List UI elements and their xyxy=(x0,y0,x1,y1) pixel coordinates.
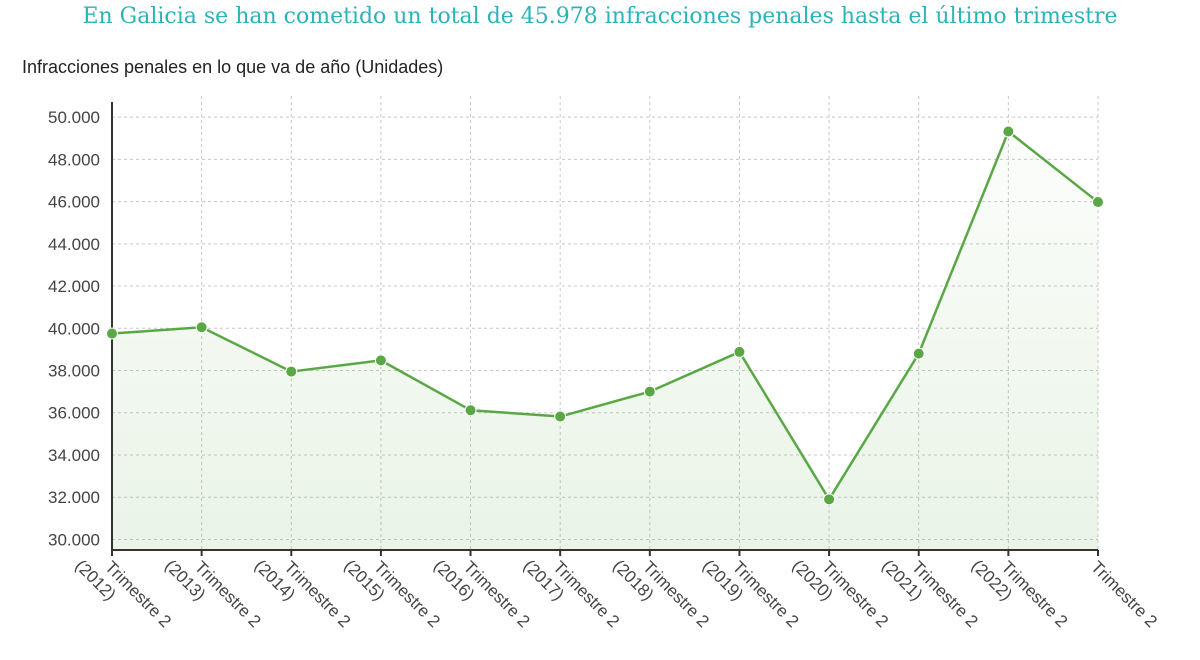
x-tick-label: Trimestre 2(2018) xyxy=(609,542,712,645)
data-point xyxy=(1092,196,1104,209)
x-tick-label: Trimestre 2(2015) xyxy=(340,542,443,645)
y-tick-label: 50.000 xyxy=(48,108,100,127)
y-axis-ticks: 30.000 32.000 34.000 36.000 38.000 40.000 42.0… xyxy=(48,108,100,549)
series-line xyxy=(111,130,1099,501)
data-point xyxy=(823,493,836,506)
y-tick-label: 48.000 xyxy=(48,150,100,169)
data-point xyxy=(106,327,118,340)
y-tick-label: 34.000 xyxy=(48,446,100,465)
data-point xyxy=(643,385,656,398)
x-tick-label: Trimestre 2(2014) xyxy=(251,542,354,645)
data-point xyxy=(554,410,567,423)
y-tick-label: 40.000 xyxy=(48,319,100,338)
x-tick-label: Trimestre 2(2013) xyxy=(161,542,264,645)
y-tick-label: 36.000 xyxy=(48,404,100,423)
data-point xyxy=(1002,125,1015,138)
x-tick-label: Trimestre 2(2022) xyxy=(968,542,1071,645)
area-fill xyxy=(112,131,1098,550)
x-tick-label: Trimestre 2(2019) xyxy=(699,542,802,645)
data-point xyxy=(912,347,925,360)
chart-headline: En Galicia se han cometido un total de 4… xyxy=(82,4,1118,29)
data-point xyxy=(464,404,477,417)
x-tick-label: Trimestre 2(2012) xyxy=(71,542,174,645)
y-tick-label: 44.000 xyxy=(48,235,100,254)
chart-title: Infracciones penales en lo que va de año… xyxy=(22,57,444,77)
axes xyxy=(111,102,1099,556)
data-point xyxy=(195,321,208,334)
x-tick-label-line: Trimestre 2 xyxy=(1087,557,1161,631)
x-axis-ticks: Trimestre 2(2012) Trimestre 2(2013) Trimes… xyxy=(71,542,1161,645)
x-tick-label: Trimestre 2(2016) xyxy=(430,542,533,645)
x-tick-label: Trimestre 2 xyxy=(1087,557,1161,631)
y-tick-label: 42.000 xyxy=(48,277,100,296)
data-point xyxy=(733,345,746,358)
y-tick-label: 46.000 xyxy=(48,193,100,212)
data-point xyxy=(374,354,387,367)
y-tick-label: 38.000 xyxy=(48,362,100,381)
data-point xyxy=(285,365,298,378)
area-path xyxy=(112,131,1098,550)
series-points xyxy=(106,125,1104,506)
series-polyline xyxy=(111,130,1099,501)
y-tick-label: 30.000 xyxy=(48,530,100,549)
y-tick-label: 32.000 xyxy=(48,488,100,507)
x-tick-label: Trimestre 2(2020) xyxy=(789,542,892,645)
x-tick-label: Trimestre 2(2017) xyxy=(520,542,623,645)
x-tick-label: Trimestre 2(2021) xyxy=(878,542,981,645)
